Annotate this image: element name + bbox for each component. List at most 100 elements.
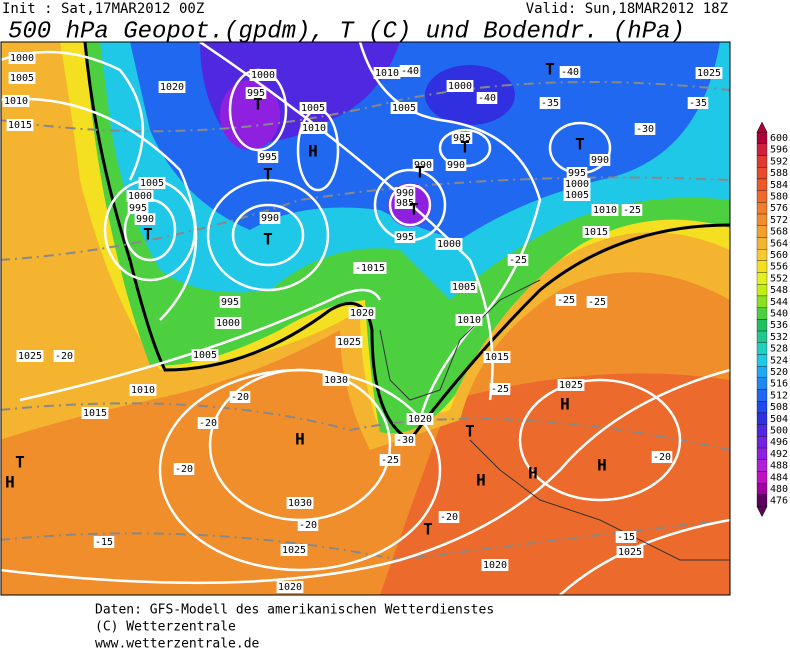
label-bg [399, 65, 421, 77]
colorbar-cell [756, 424, 768, 437]
label-bg [229, 391, 251, 403]
contour-label: -35 [689, 98, 707, 109]
pressure-center: H [528, 464, 538, 483]
contour-label: 1000 [437, 239, 461, 250]
label-bg [616, 546, 644, 558]
contour-label: 1000 [216, 318, 240, 329]
contour-label: 1005 [392, 103, 416, 114]
label-bg [249, 69, 277, 81]
colorbar-cell [756, 377, 768, 390]
contour-label: 1025 [18, 351, 42, 362]
contour-label: 995 [396, 232, 414, 243]
pressure-center: T [460, 138, 470, 157]
contour-label: 1005 [452, 282, 476, 293]
label-bg [390, 102, 418, 114]
label-bg [280, 544, 308, 556]
colorbar-label: 556 [770, 262, 788, 273]
contour-label: -15 [95, 537, 113, 548]
label-bg [438, 511, 460, 523]
label-bg [507, 254, 529, 266]
contour-label: -25 [623, 205, 641, 216]
colorbar-cell [756, 436, 768, 449]
contour-label: -1015 [355, 263, 385, 274]
label-bg [8, 72, 36, 84]
label-bg [445, 159, 467, 171]
colorbar-label: 488 [770, 461, 788, 472]
contour-label: 1015 [485, 352, 509, 363]
contour-label: 1015 [83, 408, 107, 419]
valid-time: Valid: Sun,18MAR2012 18Z [526, 1, 728, 17]
pressure-center: T [253, 95, 263, 114]
map-labels: 1000 1005 1010 1015 1020 1000 995 T 1005 1010 H 995… [2, 52, 723, 593]
contour-label: 1015 [8, 120, 32, 131]
contour-label: 1010 [375, 68, 399, 79]
contour-label: 1000 [448, 81, 472, 92]
colorbar-label: 504 [770, 414, 788, 425]
label-bg [379, 454, 401, 466]
label-bg [138, 177, 166, 189]
contour-label: 985 [396, 198, 414, 209]
contour-label: 1005 [140, 178, 164, 189]
colorbar-label: 520 [770, 367, 788, 378]
colorbar-cap [756, 506, 768, 518]
contour-label: -30 [396, 435, 414, 446]
colorbar-cell [756, 412, 768, 425]
label-bg [297, 519, 319, 531]
label-bg [81, 407, 109, 419]
pressure-center: T [545, 60, 555, 79]
label-bg [563, 178, 591, 190]
contour-label: -20 [199, 418, 217, 429]
colorbar-cell [756, 295, 768, 308]
label-bg [126, 190, 154, 202]
pressure-center: T [409, 200, 419, 219]
label-bg [489, 383, 511, 395]
colorbar-label: 560 [770, 250, 788, 261]
label-bg [214, 317, 242, 329]
colorbar-label: 564 [770, 238, 788, 249]
label-bg [127, 202, 149, 214]
colorbar-label: 528 [770, 344, 788, 355]
contour-label: 1000 [128, 191, 152, 202]
footer-line: www.wetterzentrale.de [95, 637, 260, 648]
contour-label: 1020 [483, 560, 507, 571]
colorbar-label: 596 [770, 145, 788, 156]
colorbar-cell [756, 307, 768, 320]
label-bg [322, 374, 350, 386]
contour-label: -25 [557, 295, 575, 306]
contour-label: -40 [561, 67, 579, 78]
label-bg [158, 81, 186, 93]
colorbar-cell [756, 202, 768, 215]
contour-label: 995 [221, 297, 239, 308]
label-bg [476, 92, 498, 104]
pressure-center: T [575, 135, 585, 154]
contour-label: 985 [453, 133, 471, 144]
pressure-center: H [308, 142, 318, 161]
colorbar-label: 588 [770, 168, 788, 179]
label-bg [412, 159, 434, 171]
footer: Daten: GFS-Modell des amerikanischen Wet… [95, 603, 494, 648]
label-bg [559, 66, 581, 78]
pressure-center: H [476, 471, 486, 490]
contour-label: -20 [299, 520, 317, 531]
label-bg [259, 212, 281, 224]
colorbar-cell [756, 260, 768, 273]
contour-label: 1020 [350, 308, 374, 319]
pressure-center: T [15, 453, 25, 472]
label-bg [582, 226, 610, 238]
contour-label: 1010 [302, 123, 326, 134]
colorbar-cell [756, 167, 768, 180]
contour-label: -25 [491, 384, 509, 395]
contour-label: 990 [261, 213, 279, 224]
colorbar-cell [756, 284, 768, 297]
label-bg [373, 67, 401, 79]
colorbar-cell [756, 143, 768, 156]
colorbar-cell [756, 272, 768, 285]
contour-label: -25 [588, 297, 606, 308]
contour-label: 1000 [10, 53, 34, 64]
colorbar-cell [756, 131, 768, 144]
label-bg [586, 296, 608, 308]
colorbar-cell [756, 178, 768, 191]
contour-label: 995 [568, 168, 586, 179]
colorbar-label: 540 [770, 309, 788, 320]
contour-label: 1020 [278, 582, 302, 593]
